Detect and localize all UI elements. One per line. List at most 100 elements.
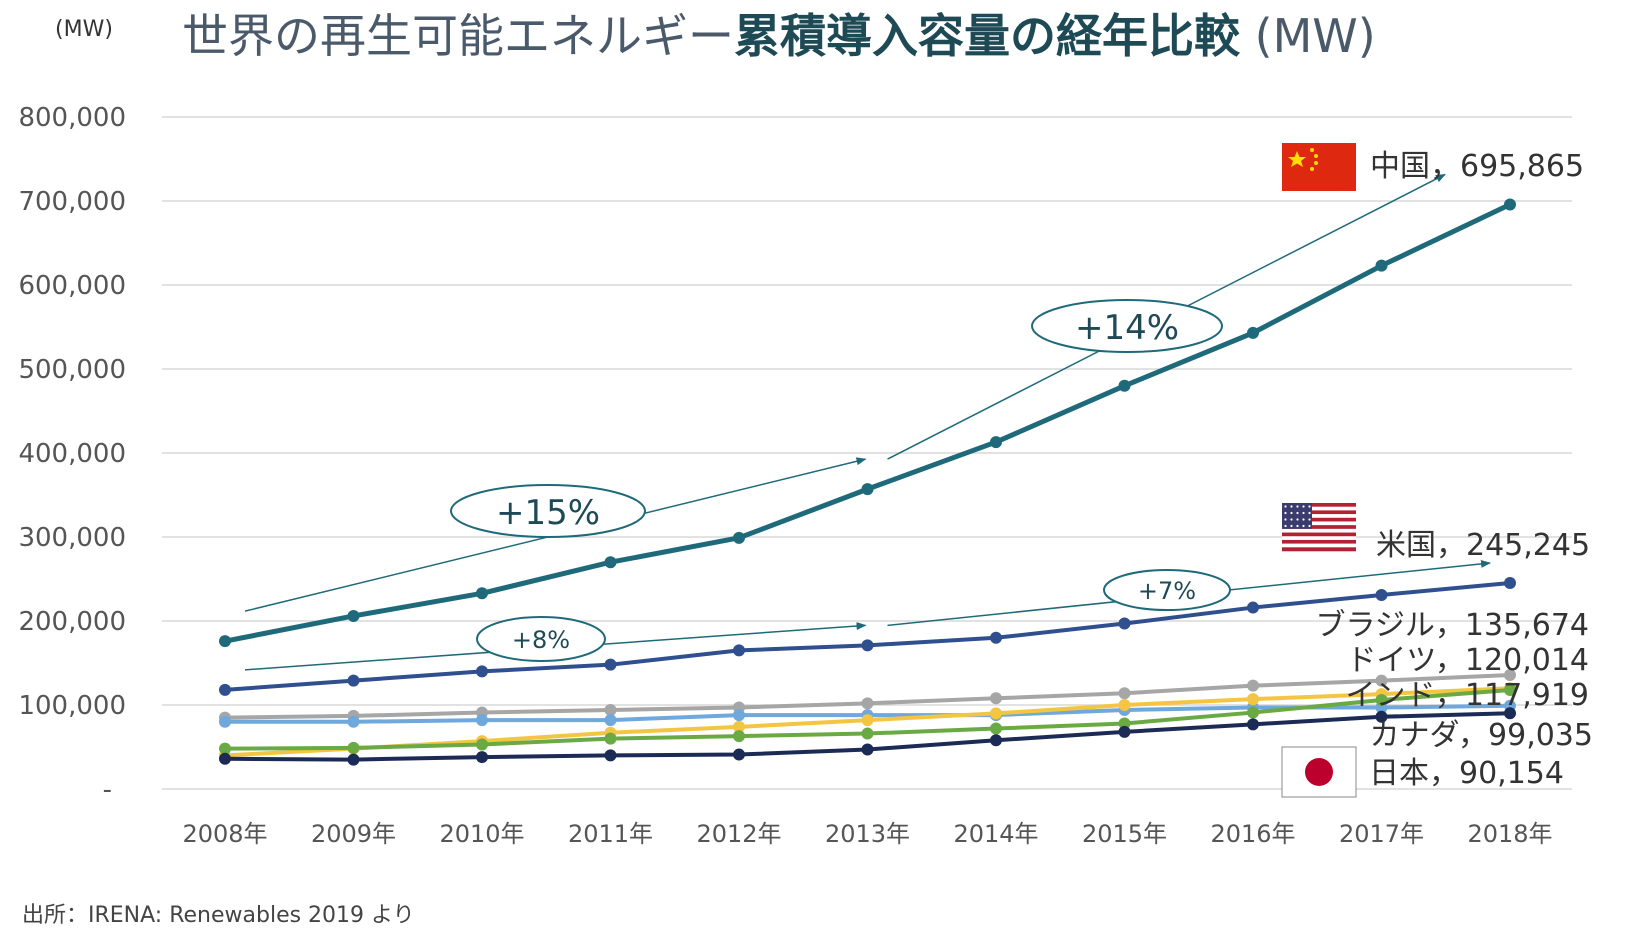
x-tick-label: 2015年 xyxy=(1082,820,1167,848)
growth-text-china-1: +15% xyxy=(496,493,600,533)
data-point xyxy=(733,720,745,733)
chart-title-normal: 世界の再生可能エネルギー xyxy=(182,9,734,63)
data-point xyxy=(1504,707,1516,720)
growth-text-us-2: +7% xyxy=(1138,577,1196,605)
end-label-brazil: ブラジル，135,674 xyxy=(1316,608,1589,643)
y-tick-label: 800,000 xyxy=(18,103,126,133)
chart-title-suffix: (MW) xyxy=(1240,9,1376,63)
data-point xyxy=(990,707,1002,720)
data-point xyxy=(219,715,231,728)
x-tick-label: 2011年 xyxy=(568,820,653,848)
data-point xyxy=(604,556,617,569)
data-point xyxy=(990,692,1002,705)
data-point xyxy=(1247,679,1259,692)
series-5 xyxy=(219,683,1516,755)
data-point xyxy=(1375,693,1388,706)
series-line xyxy=(224,202,1512,644)
data-point xyxy=(604,704,617,717)
y-tick-label: 700,000 xyxy=(18,187,126,217)
data-point xyxy=(1504,576,1516,589)
data-point xyxy=(861,714,874,727)
data-point xyxy=(347,674,360,687)
data-point xyxy=(604,732,617,745)
growth-annotation-china-2: +14% xyxy=(1031,299,1223,353)
data-point xyxy=(861,697,874,710)
end-label-germany: ドイツ，120,014 xyxy=(1346,643,1589,678)
data-point xyxy=(1375,674,1388,687)
x-tick-label: 2016年 xyxy=(1210,820,1295,848)
growth-annotation-china-1: +15% xyxy=(450,484,646,538)
end-label-us: 米国，245,245 xyxy=(1376,528,1590,563)
growth-text-china-2: +14% xyxy=(1075,308,1179,348)
y-axis: 800,000 700,000 600,000 500,000 400,000 300,0… xyxy=(18,103,126,805)
y-tick-label: - xyxy=(103,775,112,805)
data-point xyxy=(1118,379,1131,392)
data-point xyxy=(219,683,231,696)
data-point xyxy=(861,639,874,652)
data-point xyxy=(347,715,360,728)
end-label-japan: 日本，90,154 xyxy=(1369,756,1564,791)
data-point xyxy=(1375,259,1388,272)
series-0 xyxy=(219,198,1516,648)
data-point xyxy=(219,635,231,648)
data-point xyxy=(733,644,745,657)
data-point xyxy=(1375,588,1388,601)
grid xyxy=(162,116,1572,790)
data-point xyxy=(347,741,360,754)
data-point xyxy=(990,734,1002,747)
data-point xyxy=(1504,683,1516,696)
x-tick-label: 2012年 xyxy=(696,820,781,848)
end-label-china: 中国，695,865 xyxy=(1370,149,1584,184)
data-point xyxy=(990,436,1002,449)
y-tick-label: 400,000 xyxy=(18,439,126,469)
data-point xyxy=(733,531,745,544)
data-point xyxy=(1118,717,1131,730)
data-point xyxy=(733,709,745,722)
data-point xyxy=(861,483,874,496)
data-point xyxy=(1118,725,1131,738)
x-tick-label: 2008年 xyxy=(182,820,267,848)
growth-text-us-1: +8% xyxy=(512,626,570,654)
data-point xyxy=(1247,326,1259,339)
data-point xyxy=(990,722,1002,735)
data-point xyxy=(604,658,617,671)
source-note: 出所：IRENA: Renewables 2019 より xyxy=(22,903,415,928)
data-point xyxy=(476,587,488,600)
x-tick-label: 2013年 xyxy=(825,820,910,848)
data-point xyxy=(219,742,231,755)
data-point xyxy=(476,665,488,678)
y-tick-label: 600,000 xyxy=(18,271,126,301)
y-tick-label: 300,000 xyxy=(18,523,126,553)
japan-flag-icon xyxy=(1281,746,1357,798)
china-flag-icon xyxy=(1282,143,1356,191)
data-point xyxy=(861,727,874,740)
data-point xyxy=(1504,198,1516,211)
unit-label: (MW) xyxy=(55,17,113,42)
data-point xyxy=(476,714,488,727)
chart-title: 世界の再生可能エネルギー累積導入容量の経年比較 (MW) xyxy=(182,9,1376,63)
growth-annotation-us-1: +8% xyxy=(476,616,606,662)
series xyxy=(219,198,1516,766)
end-label-canada: カナダ，99,035 xyxy=(1370,718,1593,753)
x-tick-label: 2018年 xyxy=(1467,820,1552,848)
data-point xyxy=(990,631,1002,644)
data-point xyxy=(476,751,488,764)
data-point xyxy=(347,609,360,622)
data-point xyxy=(861,743,874,756)
data-point xyxy=(1118,699,1131,711)
data-point xyxy=(1247,718,1259,731)
data-point xyxy=(1118,617,1131,630)
x-tick-label: 2014年 xyxy=(953,820,1038,848)
growth-trends xyxy=(244,173,1491,671)
data-point xyxy=(733,730,745,743)
data-point xyxy=(1247,693,1259,706)
growth-annotation-us-2: +7% xyxy=(1103,569,1231,611)
data-point xyxy=(347,753,360,766)
data-point xyxy=(733,748,745,761)
x-axis: 2008年 2009年 2010年 2011年 2012年 2013年 2014年 2015年… xyxy=(182,820,1552,848)
y-tick-label: 200,000 xyxy=(18,607,126,637)
series-1 xyxy=(219,576,1516,696)
end-label-india: インド，117,919 xyxy=(1346,678,1589,713)
x-tick-label: 2010年 xyxy=(439,820,524,848)
